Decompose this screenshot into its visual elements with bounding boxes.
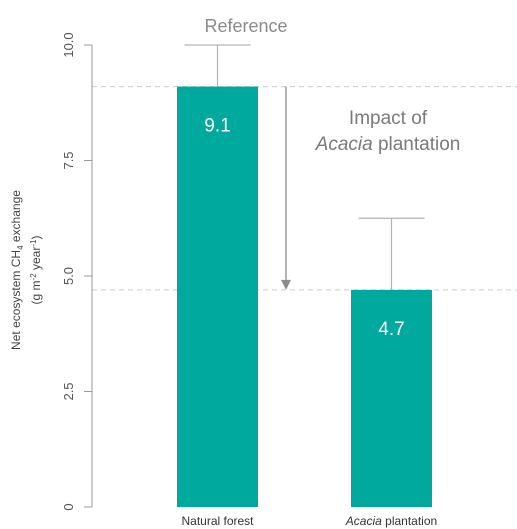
- reference-annotation: Reference: [204, 16, 287, 36]
- y-axis: 0 2.5 5.0 7.5 10.0: [61, 32, 93, 511]
- impact-arrow: [281, 86, 291, 290]
- error-bars: [184, 44, 425, 290]
- impact-annotation: Impact of Acacia plantation: [315, 108, 461, 155]
- y-tick-label-3: 7.5: [61, 151, 76, 169]
- data-labels: 9.1 4.7: [204, 116, 404, 340]
- reference-lines: [92, 86, 517, 291]
- category-label-0: Natural forest: [181, 514, 254, 528]
- bar-0: [177, 86, 258, 507]
- y-axis-title: Net ecosystem CH4 exchange (g m-2 year-1…: [9, 190, 43, 350]
- bar-1: [351, 289, 432, 507]
- data-label-0: 9.1: [204, 116, 230, 137]
- impact-arrow-head: [281, 279, 291, 290]
- impact-annotation-rest: plantation: [373, 134, 461, 155]
- impact-annotation-italic: Acacia: [315, 134, 373, 155]
- category-labels: Natural forest Acacia plantation: [181, 514, 437, 528]
- y-tick-label-0: 0: [61, 503, 76, 510]
- y-tick-label-2: 5.0: [61, 267, 76, 285]
- impact-annotation-line1: Impact of: [349, 108, 428, 129]
- data-label-1: 4.7: [378, 319, 404, 340]
- category-label-1: Acacia plantation: [345, 514, 437, 528]
- impact-annotation-line2: Acacia plantation: [315, 134, 461, 155]
- y-tick-label-4: 10.0: [61, 32, 76, 57]
- bars: [177, 86, 432, 507]
- y-tick-label-1: 2.5: [61, 382, 76, 400]
- y-axis-title-line2: (g m-2 year-1): [29, 236, 43, 305]
- y-axis-title-line1: Net ecosystem CH4 exchange: [9, 190, 25, 350]
